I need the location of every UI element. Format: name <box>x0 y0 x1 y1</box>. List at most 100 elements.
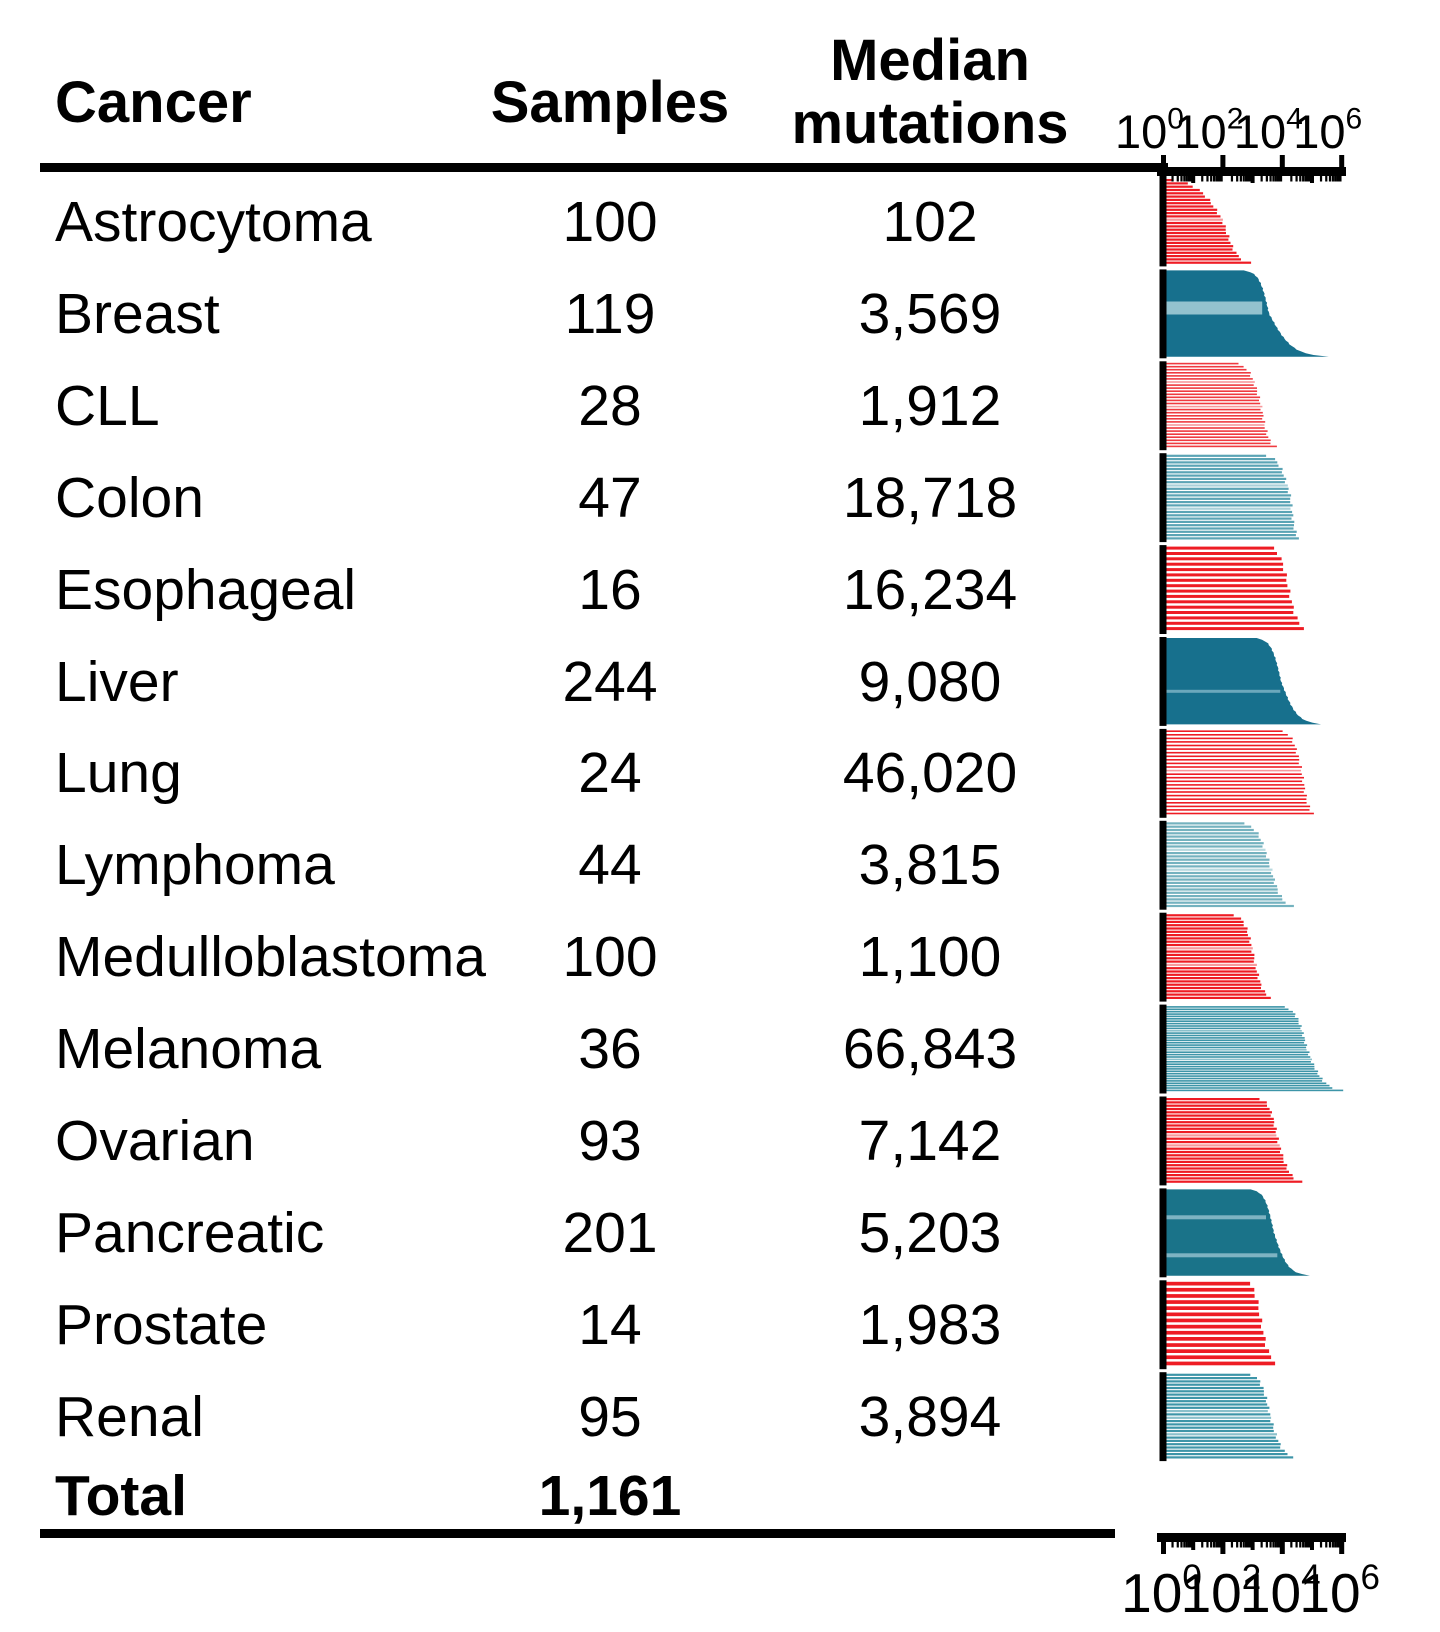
bar-group-astrocytoma <box>1166 179 1252 264</box>
cell-cancer: Melanoma <box>55 1017 322 1081</box>
bar-group-colon <box>1166 454 1299 540</box>
chart-axis-spine <box>1159 545 1167 634</box>
bar-group-esophageal <box>1166 546 1304 631</box>
axis-tick-label: 100 <box>1121 1558 1202 1624</box>
bar-group-renal <box>1166 1373 1294 1459</box>
axis-tick-label: 106 <box>1293 102 1362 158</box>
cell-median: 46,020 <box>842 741 1018 805</box>
cell-median: 1,983 <box>858 1293 1002 1357</box>
cell-samples: 95 <box>578 1385 642 1449</box>
cell-samples: 1,161 <box>538 1464 682 1528</box>
cell-cancer: Medulloblastoma <box>55 925 486 989</box>
cell-cancer: CLL <box>55 374 160 438</box>
cell-median: 7,142 <box>858 1109 1002 1173</box>
cell-cancer: Colon <box>55 466 204 530</box>
table-row-total: Total 1,161 <box>0 1450 1160 1542</box>
chart-axis-spine <box>1159 1280 1167 1370</box>
cell-median: 3,815 <box>858 833 1002 897</box>
cell-cancer: Total <box>55 1464 187 1528</box>
cell-samples: 244 <box>562 650 658 714</box>
bar-group-medulloblastoma <box>1166 914 1271 999</box>
sample-bars <box>1159 169 1344 1462</box>
table-row: Astrocytoma 100 102 <box>0 176 1160 268</box>
axis-tick-label: 102 <box>1181 1558 1262 1624</box>
cell-cancer: Astrocytoma <box>55 190 372 254</box>
bar-group-pancreatic <box>1166 1189 1310 1276</box>
table-row: CLL 28 1,912 <box>0 360 1160 452</box>
cell-samples: 24 <box>578 741 642 805</box>
bar-group-lung <box>1166 730 1314 815</box>
cell-median: 66,843 <box>842 1017 1018 1081</box>
cell-samples: 36 <box>578 1017 642 1081</box>
chart-axis-spine <box>1159 1188 1167 1278</box>
header-cancer: Cancer <box>55 70 252 135</box>
axis-tick-label: 104 <box>1240 1558 1321 1624</box>
chart-axis-spine <box>1159 1096 1167 1186</box>
bar-group-cll <box>1166 362 1277 448</box>
cell-cancer: Pancreatic <box>55 1201 325 1265</box>
cell-median: 3,894 <box>858 1385 1002 1449</box>
cell-cancer: Esophageal <box>55 558 357 622</box>
cell-samples: 119 <box>564 282 656 346</box>
cell-samples: 100 <box>562 190 658 254</box>
table-bottom-rule <box>40 1529 1115 1538</box>
cell-cancer: Renal <box>55 1385 204 1449</box>
table-row: Liver 244 9,080 <box>0 636 1160 728</box>
cell-samples: 100 <box>562 925 658 989</box>
chart-axis-spine <box>1159 1372 1167 1462</box>
table-row: Breast 119 3,569 <box>0 268 1160 360</box>
chart-axis-spine <box>1159 637 1167 726</box>
cell-cancer: Ovarian <box>55 1109 255 1173</box>
cell-median: 16,234 <box>842 558 1018 622</box>
chart-axis-spine <box>1159 728 1167 818</box>
cell-median: 3,569 <box>858 282 1002 346</box>
chart-axis-spine <box>1159 820 1167 910</box>
bar-group-melanoma <box>1166 1006 1344 1092</box>
header-median-line2: mutations <box>791 90 1069 156</box>
table-row: Colon 47 18,718 <box>0 452 1160 544</box>
table-header-rule <box>40 163 1168 172</box>
bar-group-ovarian <box>1166 1098 1303 1183</box>
cell-cancer: Lymphoma <box>55 833 335 897</box>
cell-median: 5,203 <box>858 1201 1002 1265</box>
header-median-line1: Median <box>830 28 1030 93</box>
table-row: Lung 24 46,020 <box>0 727 1160 819</box>
cell-samples: 44 <box>578 833 642 897</box>
cell-samples: 93 <box>578 1109 642 1173</box>
chart-axis-spine <box>1159 912 1167 1002</box>
chart-axis-spine <box>1159 269 1167 359</box>
cell-samples: 16 <box>578 558 642 622</box>
cell-cancer: Lung <box>55 741 182 805</box>
bar-group-lymphoma <box>1166 822 1294 908</box>
chart-axis-spine <box>1159 1004 1167 1094</box>
cell-median: 1,912 <box>858 374 1002 438</box>
cell-samples: 28 <box>578 374 642 438</box>
axis-tick-label: 100 <box>1115 102 1184 158</box>
chart-axis-spine <box>1159 453 1167 543</box>
table-row: Ovarian 93 7,142 <box>0 1095 1160 1187</box>
bar-group-breast <box>1166 270 1329 357</box>
bar-group-liver <box>1166 638 1322 725</box>
cell-samples: 14 <box>578 1293 642 1357</box>
table-row: Lymphoma 44 3,815 <box>0 819 1160 911</box>
header-median-mutations: Median mutations <box>770 28 1090 156</box>
table-row: Renal 95 3,894 <box>0 1371 1160 1463</box>
cell-cancer: Liver <box>55 650 179 714</box>
cell-cancer: Breast <box>55 282 220 346</box>
table-row: Pancreatic 201 5,203 <box>0 1187 1160 1279</box>
cell-median: 18,718 <box>842 466 1018 530</box>
cell-samples: 47 <box>578 466 642 530</box>
cell-median: 1,100 <box>858 925 1002 989</box>
chart-axis-spine <box>1159 169 1167 267</box>
axis-tick-label: 102 <box>1174 102 1243 158</box>
cell-cancer: Prostate <box>55 1293 268 1357</box>
axis-tick-label: 106 <box>1299 1558 1380 1624</box>
table-row: Medulloblastoma 100 1,100 <box>0 911 1160 1003</box>
table-row: Prostate 14 1,983 <box>0 1279 1160 1371</box>
header-samples: Samples <box>490 70 730 135</box>
table-row: Melanoma 36 66,843 <box>0 1003 1160 1095</box>
cell-median: 102 <box>882 190 978 254</box>
cell-samples: 201 <box>562 1201 658 1265</box>
